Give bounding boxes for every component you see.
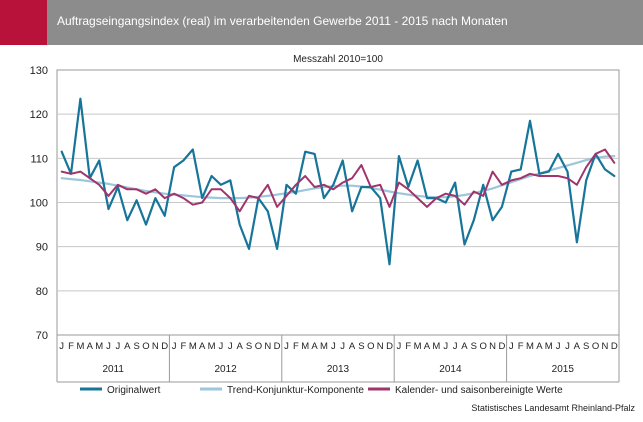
y-tick-label: 70 [36,330,48,342]
legend-label: Originalwert [107,385,161,396]
x-tick-label: J [565,341,570,352]
x-tick-label: J [556,341,561,352]
x-tick-label: A [461,341,468,352]
x-tick-label: M [95,341,103,352]
x-tick-label: J [453,341,458,352]
y-tick-label: 120 [30,109,48,121]
x-tick-label: F [293,341,299,352]
y-tick-label: 90 [36,242,48,254]
x-tick-label: S [583,341,589,352]
x-tick-label: A [236,341,243,352]
x-tick-label: O [479,341,486,352]
x-tick-label: A [124,341,131,352]
source-note: Statistisches Landesamt Rheinland-Pfalz [471,403,635,413]
page-title: Auftragseingangsindex (real) im verarbei… [57,14,508,28]
year-label: 2012 [214,364,237,375]
x-tick-label: N [489,341,496,352]
legend-label: Kalender- und saisonbereinigte Werte [395,385,563,396]
x-tick-label: N [264,341,271,352]
year-label: 2014 [439,364,462,375]
x-tick-label: F [181,341,187,352]
x-tick-label: N [152,341,159,352]
x-tick-label: M [301,341,309,352]
x-tick-label: O [255,341,262,352]
year-label: 2011 [102,364,124,375]
x-tick-label: M [545,341,553,352]
x-tick-label: J [228,341,233,352]
x-tick-label: A [349,341,356,352]
x-tick-label: A [424,341,431,352]
x-tick-label: J [397,341,402,352]
x-tick-label: O [367,341,374,352]
x-tick-label: J [219,341,224,352]
x-tick-label: D [386,341,393,352]
x-tick-label: J [106,341,111,352]
title-bar [0,0,643,45]
year-label: 2015 [552,364,575,375]
x-tick-label: J [116,341,121,352]
x-tick-label: M [208,341,216,352]
x-tick-label: J [509,341,514,352]
series-line-originalwert [60,97,616,266]
x-tick-label: M [526,341,534,352]
x-tick-label: M [414,341,422,352]
x-tick-label: D [498,341,505,352]
x-tick-label: D [611,341,618,352]
x-tick-label: J [443,341,448,352]
x-tick-label: M [189,341,197,352]
x-tick-label: M [432,341,440,352]
x-tick-label: O [142,341,149,352]
brand-accent-block [0,0,47,45]
x-tick-label: D [161,341,168,352]
x-tick-label: M [76,341,84,352]
x-tick-label: S [358,341,364,352]
x-tick-label: S [471,341,477,352]
x-tick-label: S [133,341,139,352]
x-tick-label: A [536,341,543,352]
x-tick-label: M [320,341,328,352]
y-tick-label: 110 [30,153,48,165]
series-line-kalender-und-saisonbereinigte-werte [60,148,616,213]
x-tick-label: A [87,341,94,352]
year-label: 2013 [327,364,350,375]
x-tick-label: F [405,341,411,352]
x-tick-label: F [518,341,524,352]
x-tick-label: O [592,341,599,352]
chart-subtitle: Messzahl 2010=100 [293,54,383,65]
x-tick-label: A [574,341,581,352]
x-tick-label: N [377,341,384,352]
y-tick-label: 130 [30,65,48,77]
x-tick-label: F [68,341,74,352]
x-tick-label: J [340,341,345,352]
x-tick-label: J [59,341,64,352]
x-tick-label: A [199,341,206,352]
x-tick-label: S [246,341,252,352]
x-tick-label: D [274,341,281,352]
x-tick-label: J [172,341,177,352]
x-tick-label: N [602,341,609,352]
legend-label: Trend-Konjunktur-Komponente [227,385,364,396]
x-tick-label: J [331,341,336,352]
x-tick-label: J [284,341,289,352]
x-tick-label: A [311,341,318,352]
y-tick-label: 80 [36,286,48,298]
y-tick-label: 100 [30,198,48,210]
